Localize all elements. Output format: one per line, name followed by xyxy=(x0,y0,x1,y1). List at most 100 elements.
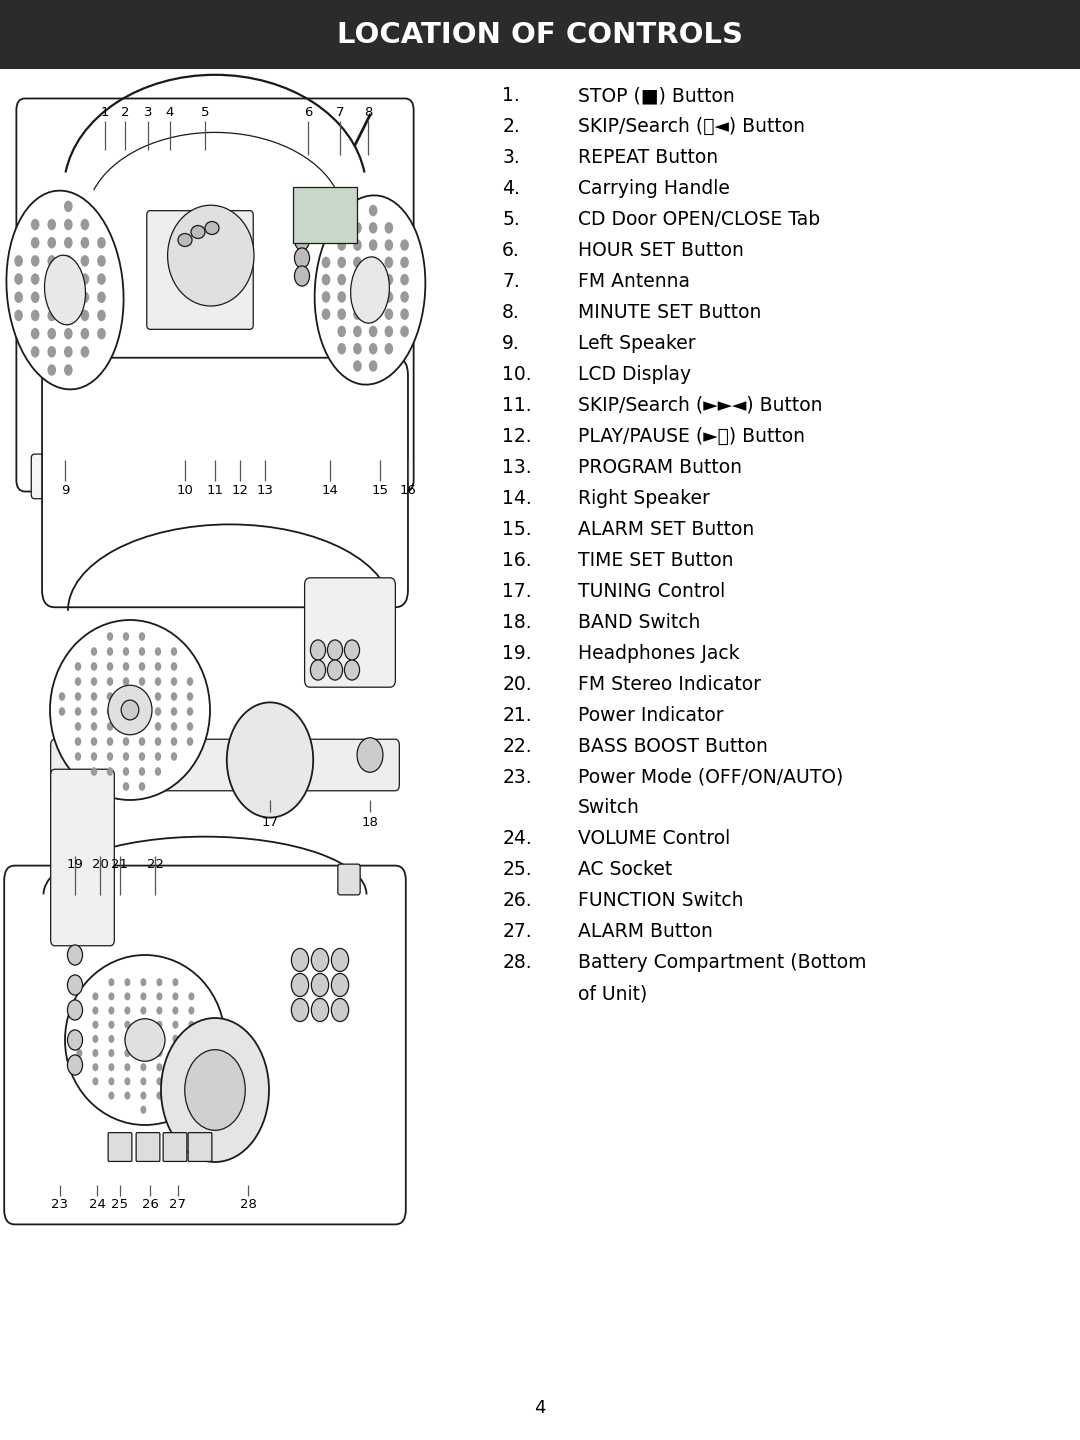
Circle shape xyxy=(227,703,313,818)
Circle shape xyxy=(204,1021,211,1028)
Circle shape xyxy=(173,1092,178,1100)
Text: 15: 15 xyxy=(372,484,389,497)
Circle shape xyxy=(108,992,114,1001)
FancyBboxPatch shape xyxy=(136,1133,160,1162)
Circle shape xyxy=(173,1035,178,1043)
Circle shape xyxy=(154,723,161,732)
Ellipse shape xyxy=(191,226,205,239)
Text: 7.: 7. xyxy=(502,272,519,291)
Circle shape xyxy=(91,662,97,671)
Circle shape xyxy=(140,1021,147,1028)
Circle shape xyxy=(337,291,346,302)
Circle shape xyxy=(369,343,378,354)
Circle shape xyxy=(369,308,378,320)
Circle shape xyxy=(108,978,114,986)
Circle shape xyxy=(64,219,72,230)
Text: ALARM Button: ALARM Button xyxy=(578,922,713,942)
Circle shape xyxy=(67,975,82,995)
Circle shape xyxy=(64,346,72,357)
Circle shape xyxy=(322,274,330,285)
Text: FUNCTION Switch: FUNCTION Switch xyxy=(578,891,743,910)
Circle shape xyxy=(97,238,106,249)
Circle shape xyxy=(310,639,325,660)
Circle shape xyxy=(204,1048,211,1057)
Circle shape xyxy=(64,291,72,302)
Circle shape xyxy=(48,346,56,357)
Circle shape xyxy=(75,737,81,746)
Circle shape xyxy=(48,238,56,249)
Circle shape xyxy=(138,723,145,732)
FancyBboxPatch shape xyxy=(4,865,406,1224)
Circle shape xyxy=(337,308,346,320)
Circle shape xyxy=(157,978,162,986)
Circle shape xyxy=(123,632,130,641)
Circle shape xyxy=(124,1077,131,1086)
Text: 10.: 10. xyxy=(502,364,531,384)
Circle shape xyxy=(311,973,328,996)
Circle shape xyxy=(107,693,113,701)
Circle shape xyxy=(311,998,328,1021)
Circle shape xyxy=(332,998,349,1021)
Text: 10: 10 xyxy=(176,484,193,497)
Circle shape xyxy=(140,1048,147,1057)
Circle shape xyxy=(384,325,393,337)
Circle shape xyxy=(322,291,330,302)
Circle shape xyxy=(138,737,145,746)
Text: SKIP/Search (►►◄) Button: SKIP/Search (►►◄) Button xyxy=(578,396,822,415)
Text: Power Mode (OFF/ON/AUTO): Power Mode (OFF/ON/AUTO) xyxy=(578,768,843,786)
Circle shape xyxy=(108,1077,114,1086)
Circle shape xyxy=(157,992,162,1001)
Circle shape xyxy=(124,1048,131,1057)
Text: ALARM SET Button: ALARM SET Button xyxy=(578,520,754,539)
Circle shape xyxy=(31,255,40,266)
Text: FM Stereo Indicator: FM Stereo Indicator xyxy=(578,674,760,694)
Circle shape xyxy=(154,737,161,746)
Circle shape xyxy=(64,200,72,212)
Circle shape xyxy=(188,1035,194,1043)
Text: 22: 22 xyxy=(147,858,163,871)
Ellipse shape xyxy=(167,204,254,307)
Circle shape xyxy=(173,1007,178,1015)
Circle shape xyxy=(173,1077,178,1086)
Circle shape xyxy=(97,274,106,285)
Circle shape xyxy=(107,768,113,776)
Circle shape xyxy=(93,992,98,1001)
Circle shape xyxy=(67,1056,82,1076)
Circle shape xyxy=(123,647,130,655)
Text: 3: 3 xyxy=(144,105,152,118)
Text: 2: 2 xyxy=(121,105,130,118)
Text: CD Door OPEN/CLOSE Tab: CD Door OPEN/CLOSE Tab xyxy=(578,210,820,229)
Circle shape xyxy=(123,782,130,791)
Circle shape xyxy=(48,274,56,285)
Text: BASS BOOST Button: BASS BOOST Button xyxy=(578,736,768,756)
Text: PLAY/PAUSE (►⏸) Button: PLAY/PAUSE (►⏸) Button xyxy=(578,426,805,446)
Circle shape xyxy=(64,274,72,285)
Circle shape xyxy=(91,737,97,746)
Circle shape xyxy=(171,647,177,655)
Circle shape xyxy=(140,992,147,1001)
Circle shape xyxy=(124,1063,131,1071)
Circle shape xyxy=(75,677,81,685)
Circle shape xyxy=(401,325,409,337)
Circle shape xyxy=(97,291,106,302)
Text: 6.: 6. xyxy=(502,240,519,261)
Text: Right Speaker: Right Speaker xyxy=(578,488,710,508)
Circle shape xyxy=(123,752,130,760)
Circle shape xyxy=(311,949,328,972)
Circle shape xyxy=(369,222,378,233)
Text: 11.: 11. xyxy=(502,396,531,415)
Circle shape xyxy=(292,949,309,972)
Circle shape xyxy=(345,639,360,660)
Text: 24.: 24. xyxy=(502,829,532,848)
Text: 17.: 17. xyxy=(502,582,531,600)
Circle shape xyxy=(31,346,40,357)
Text: Headphones Jack: Headphones Jack xyxy=(578,644,740,662)
Text: LOCATION OF CONTROLS: LOCATION OF CONTROLS xyxy=(337,20,743,49)
Circle shape xyxy=(171,693,177,701)
Circle shape xyxy=(345,660,360,680)
Circle shape xyxy=(187,693,193,701)
Circle shape xyxy=(107,677,113,685)
Circle shape xyxy=(123,693,130,701)
Circle shape xyxy=(124,978,131,986)
Circle shape xyxy=(353,360,362,372)
